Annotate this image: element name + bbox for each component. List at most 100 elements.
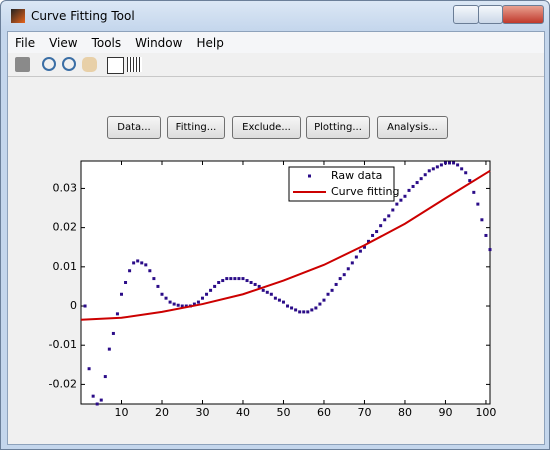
action-button[interactable]: Analysis... bbox=[377, 116, 448, 139]
data-point bbox=[99, 398, 103, 402]
data-point bbox=[383, 218, 387, 222]
x-tick-label: 80 bbox=[398, 406, 412, 419]
data-point bbox=[172, 302, 176, 306]
data-point bbox=[350, 261, 354, 265]
data-point bbox=[209, 288, 213, 292]
data-point bbox=[375, 230, 379, 234]
data-point bbox=[176, 303, 180, 307]
x-tick-label: 70 bbox=[357, 406, 371, 419]
data-point bbox=[314, 306, 318, 310]
x-tick-label: 40 bbox=[236, 406, 250, 419]
data-point bbox=[115, 312, 119, 316]
legend-label: Curve fitting bbox=[331, 185, 400, 198]
action-button[interactable]: Exclude... bbox=[232, 116, 301, 139]
data-point bbox=[233, 277, 237, 281]
menu-bar: File View Tools Window Help bbox=[8, 32, 544, 53]
data-point bbox=[196, 300, 200, 304]
data-point bbox=[168, 300, 172, 304]
data-point bbox=[265, 290, 269, 294]
data-point bbox=[358, 249, 362, 253]
data-point bbox=[488, 248, 492, 252]
x-tick-label: 10 bbox=[114, 406, 128, 419]
data-point bbox=[290, 306, 294, 310]
data-point bbox=[249, 281, 253, 284]
data-point bbox=[407, 188, 411, 192]
data-point bbox=[338, 277, 342, 281]
legend-label: Raw data bbox=[331, 169, 382, 182]
data-point bbox=[180, 304, 184, 308]
action-button[interactable]: Fitting... bbox=[167, 116, 225, 139]
toolbar bbox=[8, 54, 544, 77]
legend-tool[interactable] bbox=[107, 57, 124, 74]
data-point bbox=[302, 310, 306, 314]
data-point bbox=[403, 194, 407, 198]
data-point bbox=[87, 367, 91, 371]
data-point bbox=[439, 163, 443, 167]
data-point bbox=[225, 277, 229, 281]
data-point bbox=[387, 214, 391, 218]
data-point bbox=[132, 261, 136, 265]
data-point bbox=[419, 177, 423, 181]
y-tick-label: 0 bbox=[70, 299, 77, 312]
data-point bbox=[298, 310, 302, 314]
zoom-in-tool[interactable] bbox=[42, 57, 56, 71]
app-icon bbox=[11, 9, 25, 23]
data-point bbox=[160, 292, 164, 296]
x-tick-label: 100 bbox=[475, 406, 496, 419]
data-point bbox=[119, 292, 123, 296]
pan-tool[interactable] bbox=[82, 57, 97, 72]
action-button[interactable]: Data... bbox=[107, 116, 161, 139]
legend-marker bbox=[308, 174, 311, 178]
menu-item[interactable]: File bbox=[15, 36, 36, 50]
data-point bbox=[330, 288, 334, 292]
data-point bbox=[346, 267, 350, 271]
data-point bbox=[460, 167, 464, 171]
y-tick-label: 0.01 bbox=[53, 260, 78, 273]
data-point bbox=[273, 296, 277, 300]
legend-box bbox=[288, 166, 395, 202]
data-point bbox=[379, 224, 383, 228]
data-point bbox=[326, 292, 330, 296]
y-tick-label: 0.02 bbox=[53, 221, 78, 234]
fit-line bbox=[80, 169, 491, 321]
data-point bbox=[237, 277, 241, 281]
data-point bbox=[83, 304, 87, 308]
data-point bbox=[91, 394, 95, 398]
action-button[interactable]: Plotting... bbox=[306, 116, 370, 139]
menu-item[interactable]: Tools bbox=[91, 36, 122, 50]
data-point bbox=[156, 284, 160, 288]
data-point bbox=[427, 169, 431, 173]
zoom-out-tool[interactable] bbox=[62, 57, 76, 71]
data-point bbox=[371, 233, 375, 237]
data-point bbox=[322, 298, 326, 302]
data-point bbox=[334, 282, 338, 286]
data-point bbox=[269, 292, 273, 296]
data-point bbox=[95, 402, 99, 406]
data-point bbox=[456, 163, 460, 167]
data-point bbox=[367, 239, 371, 243]
data-point bbox=[411, 184, 415, 188]
menu-item[interactable]: Window bbox=[135, 36, 183, 50]
title-bar: Curve Fitting Tool bbox=[1, 1, 549, 31]
data-point bbox=[468, 179, 472, 183]
data-point bbox=[342, 273, 346, 277]
data-point bbox=[148, 269, 152, 273]
grid-tool[interactable] bbox=[127, 57, 142, 72]
data-point bbox=[306, 310, 310, 314]
data-point bbox=[200, 296, 204, 300]
close-button[interactable] bbox=[502, 5, 544, 24]
y-tick-label: -0.02 bbox=[49, 377, 77, 390]
menu-item[interactable]: View bbox=[49, 36, 78, 50]
print-tool[interactable] bbox=[15, 57, 30, 72]
data-point bbox=[140, 261, 144, 265]
menu-item[interactable]: Help bbox=[196, 36, 224, 50]
data-point bbox=[472, 190, 476, 194]
window-title: Curve Fitting Tool bbox=[31, 9, 135, 23]
data-point bbox=[124, 281, 128, 284]
data-point bbox=[391, 208, 395, 212]
x-tick-label: 90 bbox=[438, 406, 452, 419]
data-point bbox=[217, 281, 221, 284]
